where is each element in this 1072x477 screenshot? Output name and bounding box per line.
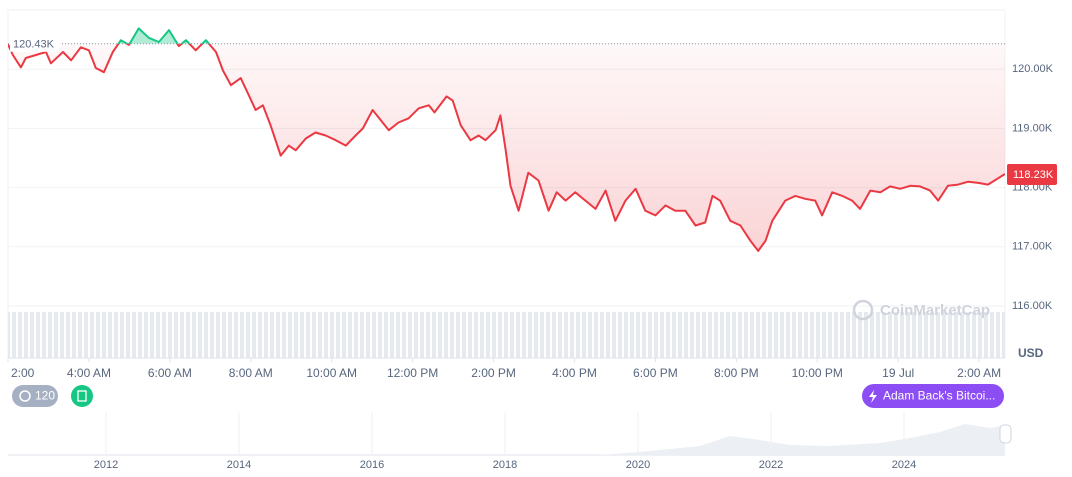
navigator-label: 2022 [759,459,783,471]
y-tick-label: 119.00K [1012,122,1053,134]
y-tick-label: 116.00K [1012,300,1053,312]
navigator: 2012 2014 2016 2018 2020 2022 2024 [8,412,1012,471]
navigator-label: 2024 [892,459,916,471]
x-tick-label: 6:00 AM [148,366,192,380]
x-tick-label: 4:00 AM [67,366,111,380]
event-label: Adam Back's Bitcoi... [883,389,995,403]
price-line [8,43,1005,252]
area-above [118,28,209,44]
x-tick-label: 8:00 PM [714,366,759,380]
area-below [8,43,1005,251]
news-glyph [77,390,87,402]
last-price-label: 118.23K [1013,169,1054,181]
news-icon[interactable] [71,385,93,407]
x-tick-label: 8:00 AM [229,366,273,380]
volume-bars [8,312,1005,358]
navigator-label: 2020 [626,459,650,471]
price-line-above [117,27,211,44]
y-tick-label: 120.00K [1012,63,1054,75]
watermark-logo [852,299,874,321]
y-tick-label: 117.00K [1012,241,1053,253]
x-tick-label: 4:00 PM [552,366,597,380]
navigator-label: 2012 [94,459,118,471]
last-price-tag [1007,163,1057,185]
x-tick-label: 2:00 AM [957,366,1001,380]
x-tick-label: 10:00 AM [306,366,357,380]
x-tick-label: 12:00 PM [387,366,438,380]
x-tick-label: 2:00 [11,366,35,380]
event-icon [869,390,877,403]
badge-label: 120 [35,389,55,403]
reference-label: 120.43K [13,39,55,51]
x-tick-label: 2:00 PM [471,366,516,380]
reference-label-bg [10,35,60,52]
badge-icon [19,390,31,402]
navigator-label: 2016 [360,459,384,471]
navigator-area [8,424,1005,455]
navigator-label: 2018 [493,459,517,471]
x-tick-label: 19 Jul [882,366,914,380]
navigator-handle[interactable] [999,424,1012,444]
event-pill[interactable] [862,384,1004,408]
plot [8,27,1005,307]
currency: USD [1018,346,1044,360]
watermark: CoinMarketCap [880,302,990,319]
x-tick-label: 6:00 PM [633,366,678,380]
x-tick-label: 10:00 PM [792,366,843,380]
navigator-label: 2014 [227,459,251,471]
